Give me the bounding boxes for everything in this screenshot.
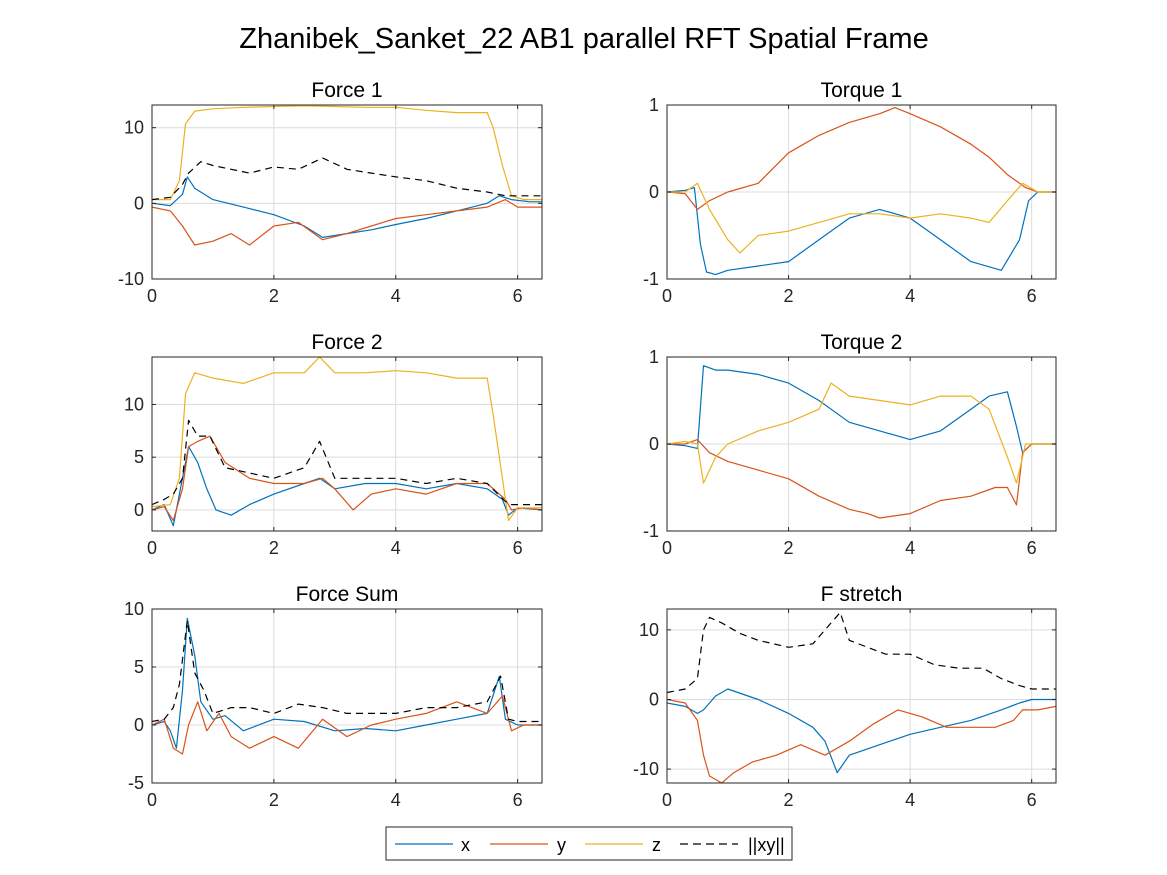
- x-tick-label: 6: [1027, 538, 1037, 558]
- subplot-force-2: 0 2 4 6 0 5 10 Force 2: [124, 331, 543, 558]
- axes-box: [666, 608, 1057, 784]
- y-tick-label: 0: [134, 715, 144, 735]
- x-tick-label: 6: [513, 538, 523, 558]
- series-line-z: [152, 105, 542, 201]
- series-group: [152, 617, 542, 755]
- x-tick-label: 0: [147, 790, 157, 810]
- y-tick-label: -1: [643, 521, 659, 541]
- axes-box: [151, 608, 543, 784]
- x-tick-label: 6: [513, 790, 523, 810]
- series-line-x: [667, 365, 1056, 454]
- y-tick-label: -10: [118, 269, 144, 289]
- legend-label-xy: ||xy||: [748, 835, 785, 855]
- series-group: [667, 106, 1056, 276]
- x-tick-label: 4: [391, 538, 401, 558]
- legend-label-y: y: [557, 835, 566, 855]
- x-tick-label: 4: [905, 790, 915, 810]
- axes-box: [151, 104, 543, 280]
- axes-box: [151, 356, 543, 532]
- y-tick-label: 1: [649, 347, 659, 367]
- x-tick-label: 6: [1027, 790, 1037, 810]
- series-line-y: [152, 199, 542, 246]
- x-tick-label: 0: [147, 286, 157, 306]
- x-tick-label: 2: [269, 286, 279, 306]
- x-tick-label: 0: [662, 286, 672, 306]
- series-group: [667, 611, 1056, 783]
- y-tick-label: -10: [633, 759, 659, 779]
- subplot-title: Force 2: [311, 331, 382, 354]
- series-line-xy: [152, 419, 542, 506]
- y-tick-label: 0: [134, 500, 144, 520]
- y-tick-label: 10: [124, 599, 144, 619]
- y-tick-label: 0: [134, 193, 144, 213]
- subplot-title: Force Sum: [296, 583, 399, 606]
- y-tick-label: -1: [643, 269, 659, 289]
- series-line-x: [667, 187, 1056, 276]
- x-tick-label: 2: [784, 538, 794, 558]
- series-line-y: [667, 698, 1056, 783]
- y-tick-label: -5: [128, 773, 144, 793]
- series-line-xy: [667, 611, 1056, 694]
- y-tick-label: 5: [134, 657, 144, 677]
- series-group: [152, 357, 542, 527]
- x-tick-label: 4: [391, 286, 401, 306]
- x-tick-label: 0: [147, 538, 157, 558]
- x-tick-label: 4: [905, 538, 915, 558]
- y-tick-label: 5: [134, 447, 144, 467]
- x-tick-label: 4: [391, 790, 401, 810]
- y-tick-label: 10: [124, 394, 144, 414]
- x-tick-label: 0: [662, 538, 672, 558]
- figure-title: Zhanibek_Sanket_22 AB1 parallel RFT Spat…: [239, 23, 928, 55]
- x-tick-label: 6: [1027, 286, 1037, 306]
- series-line-y: [667, 106, 1056, 210]
- y-tick-label: 0: [649, 689, 659, 709]
- series-line-z: [152, 357, 542, 522]
- x-tick-label: 2: [784, 286, 794, 306]
- legend: x y z ||xy||: [385, 826, 793, 861]
- subplot-title: Torque 1: [821, 79, 903, 102]
- series-line-x: [152, 176, 542, 238]
- y-tick-label: 0: [649, 182, 659, 202]
- y-tick-label: 10: [124, 118, 144, 138]
- series-line-x: [667, 688, 1056, 774]
- x-tick-label: 2: [784, 790, 794, 810]
- subplot-title: Torque 2: [821, 331, 903, 354]
- x-tick-label: 0: [662, 790, 672, 810]
- subplot-title: Force 1: [311, 79, 382, 102]
- series-line-xy: [152, 619, 542, 723]
- x-tick-label: 2: [269, 538, 279, 558]
- y-tick-label: 10: [639, 620, 659, 640]
- series-line-x: [152, 617, 542, 749]
- legend-label-x: x: [461, 835, 470, 855]
- legend-label-z: z: [652, 835, 661, 855]
- x-tick-label: 4: [905, 286, 915, 306]
- x-tick-label: 6: [513, 286, 523, 306]
- series-group: [667, 365, 1056, 519]
- subplot-title: F stretch: [821, 583, 903, 606]
- y-tick-label: 0: [649, 434, 659, 454]
- series-line-y: [667, 439, 1056, 519]
- series-line-y: [152, 695, 542, 755]
- series-line-z: [667, 382, 1056, 484]
- series-group: [152, 105, 542, 246]
- x-tick-label: 2: [269, 790, 279, 810]
- y-tick-label: 1: [649, 95, 659, 115]
- series-line-z: [667, 182, 1056, 254]
- series-line-xy: [152, 157, 542, 201]
